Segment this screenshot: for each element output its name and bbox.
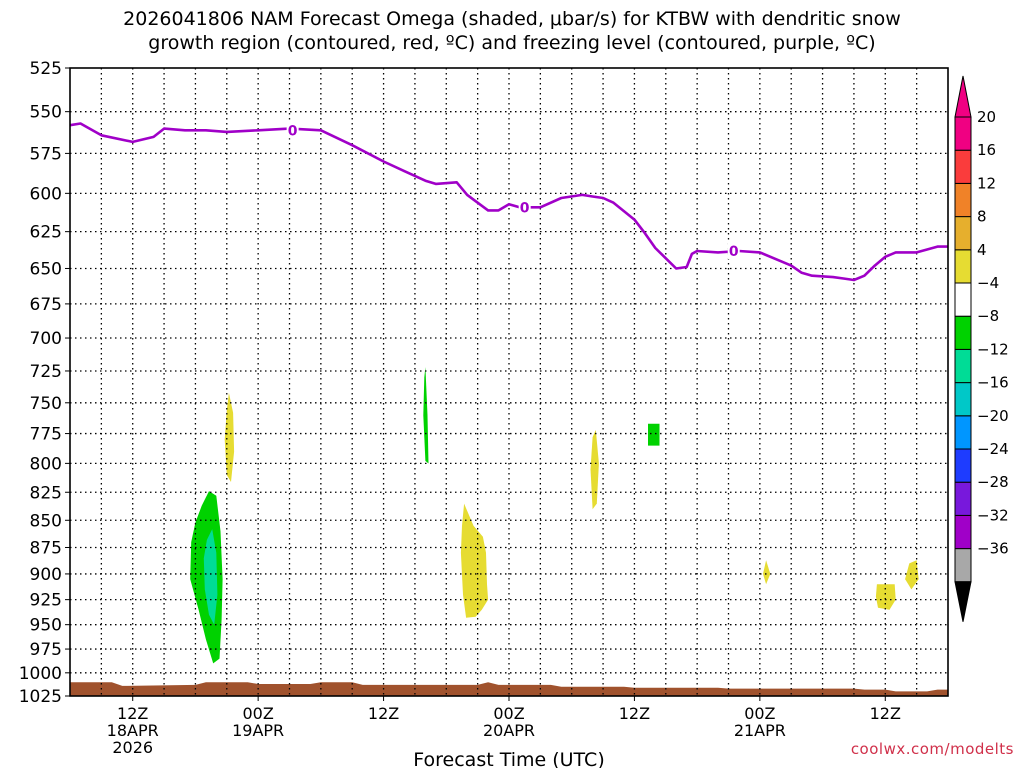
x-tick-date-42: 20APR [483,721,535,740]
y-tick-label-750: 750 [30,394,62,414]
y-tick-label-600: 600 [30,184,62,204]
omega-region-5 [590,429,599,510]
y-tick-label-900: 900 [30,565,62,585]
y-tick-label-1000: 1000 [19,664,62,684]
colorbar-label-11: −28 [977,473,1009,491]
x-tick-date-18: 19APR [232,721,284,740]
y-tick-label-625: 625 [30,223,62,243]
y-tick-label-675: 675 [30,295,62,315]
colorbar-swatch-10 [954,216,972,251]
colorbar-label-12: −32 [977,506,1009,524]
colorbar-swatch-0 [954,548,972,583]
colorbar-label-2: 12 [977,174,996,192]
colorbar-label-13: −36 [977,540,1009,558]
colorbar-swatch-6 [954,348,972,384]
x-axis-label: Forecast Time (UTC) [413,749,604,768]
x-tick-year-6: 2026 [112,738,153,757]
x-tick-label-78: 12Z [870,704,901,723]
y-tick-label-550: 550 [30,103,62,123]
colorbar-swatch-7 [954,315,972,350]
colorbar-label-10: −24 [977,440,1009,458]
x-tick-date-66: 21APR [734,721,786,740]
colorbar-swatch-12 [954,149,972,184]
freezing-level-line [69,122,948,282]
colorbar-swatch-11 [954,182,972,218]
omega-region-2 [203,529,218,625]
colorbar-top-arrow [954,75,972,118]
colorbar-label-7: −12 [977,340,1009,358]
y-tick-label-1025: 1025 [19,687,62,707]
omega-region-7 [763,560,771,585]
chart-title-line1: 2026041806 NAM Forecast Omega (shaded, μ… [123,8,901,30]
x-tick-label-42: 00Z [493,704,524,723]
colorbar-bottom-arrow [954,581,972,622]
x-tick-label-30: 12Z [368,704,399,723]
y-tick-label-775: 775 [30,425,62,445]
x-tick-label-18: 00Z [242,704,273,723]
colorbar-swatch-3 [954,448,972,483]
y-tick-label-700: 700 [30,329,62,349]
colorbar-label-9: −20 [977,407,1009,425]
y-tick-label-800: 800 [30,454,62,474]
colorbar-swatch-13 [954,116,972,151]
freezing-level-label-0: 0 [288,123,298,139]
colorbar-swatch-1 [954,514,972,550]
y-tick-label-975: 975 [30,640,62,660]
chart-title-line2: growth region (contoured, red, ºC) and f… [148,32,876,54]
omega-region-0 [224,392,235,482]
colorbar-label-4: 4 [977,241,987,259]
y-tick-label-925: 925 [30,591,62,611]
freezing-level-label-1: 0 [520,200,530,216]
y-tick-label-825: 825 [30,483,62,503]
colorbar-swatch-2 [954,481,972,516]
x-tick-date-6: 18APR [107,721,159,740]
colorbar-swatch-5 [954,382,972,417]
colorbar-label-8: −16 [977,374,1009,392]
x-tick-label-6: 12Z [117,704,148,723]
colorbar-label-0: 20 [977,108,996,126]
y-tick-label-875: 875 [30,538,62,558]
colorbar-label-1: 16 [977,141,996,159]
y-tick-label-575: 575 [30,144,62,164]
watermark: coolwx.com/modelts [850,740,1014,758]
y-tick-label-725: 725 [30,362,62,382]
freezing-label-bg-2 [727,241,740,259]
colorbar-swatch-9 [954,249,972,284]
omega-region-4 [460,503,489,618]
omega-region-6 [648,423,660,446]
y-tick-label-525: 525 [30,59,62,79]
plot-frame [69,67,949,697]
freezing-level-label-2: 0 [729,244,739,260]
freezing-label-bg-0 [286,121,299,139]
colorbar-label-6: −8 [977,307,999,325]
omega-region-8 [875,584,896,610]
x-tick-label-54: 12Z [619,704,650,723]
colorbar-swatch-8 [954,282,972,317]
colorbar-label-3: 8 [977,208,987,226]
x-tick-label-66: 00Z [744,704,775,723]
omega-region-3 [423,367,429,464]
y-tick-label-650: 650 [30,259,62,279]
y-tick-label-850: 850 [30,511,62,531]
colorbar-swatch-4 [954,415,972,450]
freezing-label-bg-1 [518,198,531,216]
colorbar-label-5: −4 [977,274,999,292]
y-tick-label-950: 950 [30,616,62,636]
omega-region-9 [905,560,919,590]
